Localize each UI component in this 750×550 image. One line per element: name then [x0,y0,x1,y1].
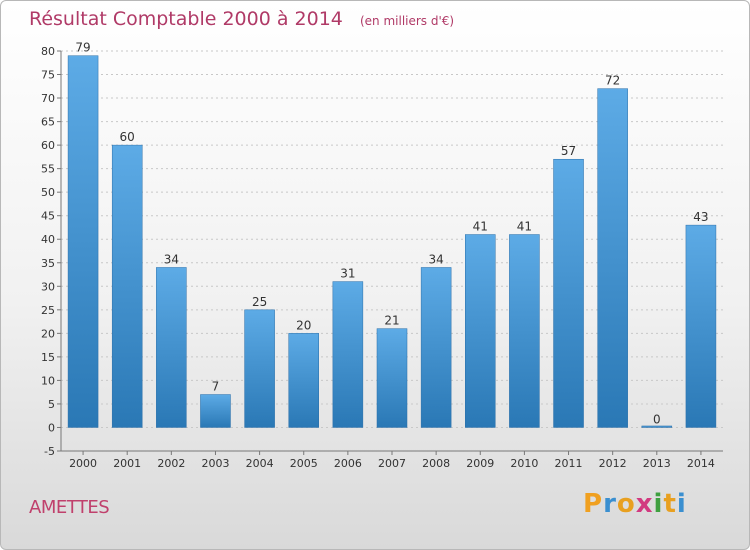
bar-value-label: 41 [517,220,532,234]
bar [420,267,452,428]
title-row: Résultat Comptable 2000 à 2014 (en milli… [29,8,454,30]
commune-name: AMETTES [29,497,110,518]
bar-value-label: 34 [164,252,179,266]
y-tick-label: 50 [41,186,55,199]
bar-value-label: 41 [473,220,488,234]
y-tick-label: 60 [41,139,55,152]
x-tick-label: 2011 [555,457,583,470]
x-tick-label: 2009 [466,457,494,470]
chart-subtitle: (en milliers d'€) [359,14,455,28]
bar-value-label: 21 [384,314,399,328]
x-tick-label: 2014 [687,457,715,470]
y-tick-label: 5 [48,398,55,411]
x-tick-label: 2013 [643,457,671,470]
y-tick-label: 45 [41,210,55,223]
y-tick-label: 75 [41,69,55,82]
x-tick-label: 2003 [201,457,229,470]
logo-letter: o [616,489,636,519]
bar [111,144,143,428]
y-tick-label: 80 [41,45,55,58]
bar [685,224,717,428]
y-tick-label: 20 [41,327,55,340]
y-tick-label: 55 [41,163,55,176]
bar-value-label: 7 [212,380,220,394]
x-tick-label: 2004 [246,457,274,470]
y-tick-label: 70 [41,92,55,105]
y-tick-label: 30 [41,280,55,293]
bar [244,309,275,428]
x-tick-label: 2005 [290,457,318,470]
bar [200,394,231,428]
bar [553,158,584,428]
x-tick-label: 2001 [113,457,141,470]
logo-letter: i [676,489,687,519]
bar [376,328,408,428]
x-tick-label: 2010 [510,457,538,470]
y-tick-label: 40 [41,233,55,246]
logo-letter: r [603,489,617,519]
bar-value-label: 0 [653,412,661,426]
bar [597,88,628,428]
y-tick-label: 25 [41,304,55,317]
bar-value-label: 60 [120,130,135,144]
bar [156,267,187,428]
proxiti-logo: Proxiti [583,489,687,519]
x-tick-label: 2012 [599,457,627,470]
chart-title: Résultat Comptable 2000 à 2014 [29,8,343,30]
bar-value-label: 34 [428,252,443,266]
bar [288,333,319,428]
y-tick-label: 15 [41,351,55,364]
y-tick-label: 65 [41,116,55,129]
bar-value-label: 57 [561,144,576,158]
logo-letter: x [635,489,654,519]
x-tick-label: 2000 [69,457,97,470]
bar [67,55,99,428]
bar [332,281,364,428]
bar [509,234,540,428]
bar [641,425,673,428]
logo-letter: i [653,489,664,519]
bar-value-label: 79 [75,41,90,55]
bar [465,234,496,428]
x-tick-label: 2007 [378,457,406,470]
x-tick-label: 2002 [157,457,185,470]
logo-letter: t [663,489,677,519]
y-tick-label: 35 [41,257,55,270]
bar-value-label: 43 [693,210,708,224]
bar-value-label: 20 [296,318,311,332]
y-tick-label: 10 [41,374,55,387]
y-tick-label: 0 [48,421,55,434]
bar-value-label: 72 [605,74,620,88]
bar-value-label: 31 [340,267,355,281]
bar-value-label: 25 [252,295,267,309]
x-tick-label: 2008 [422,457,450,470]
logo-letter: P [583,489,604,519]
x-tick-label: 2006 [334,457,362,470]
y-tick-label: -5 [44,445,55,458]
